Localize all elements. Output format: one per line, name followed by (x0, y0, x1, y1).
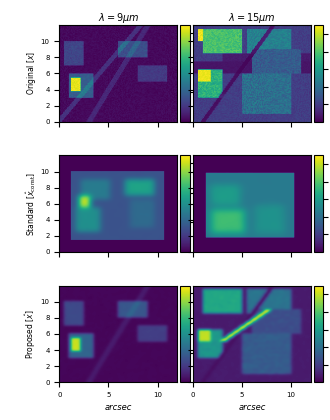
Title: $\lambda =15\mu m$: $\lambda =15\mu m$ (228, 11, 276, 25)
Y-axis label: Original [$x$]: Original [$x$] (25, 51, 38, 95)
Title: $\lambda =9\mu m$: $\lambda =9\mu m$ (98, 11, 139, 25)
X-axis label: arcsec: arcsec (238, 404, 266, 412)
Y-axis label: Proposed [$\hat{x}$]: Proposed [$\hat{x}$] (23, 309, 38, 359)
Y-axis label: Standard [$\hat{x}_{\mathrm{const}}$]: Standard [$\hat{x}_{\mathrm{const}}$] (24, 172, 38, 236)
X-axis label: arcsec: arcsec (105, 404, 132, 412)
